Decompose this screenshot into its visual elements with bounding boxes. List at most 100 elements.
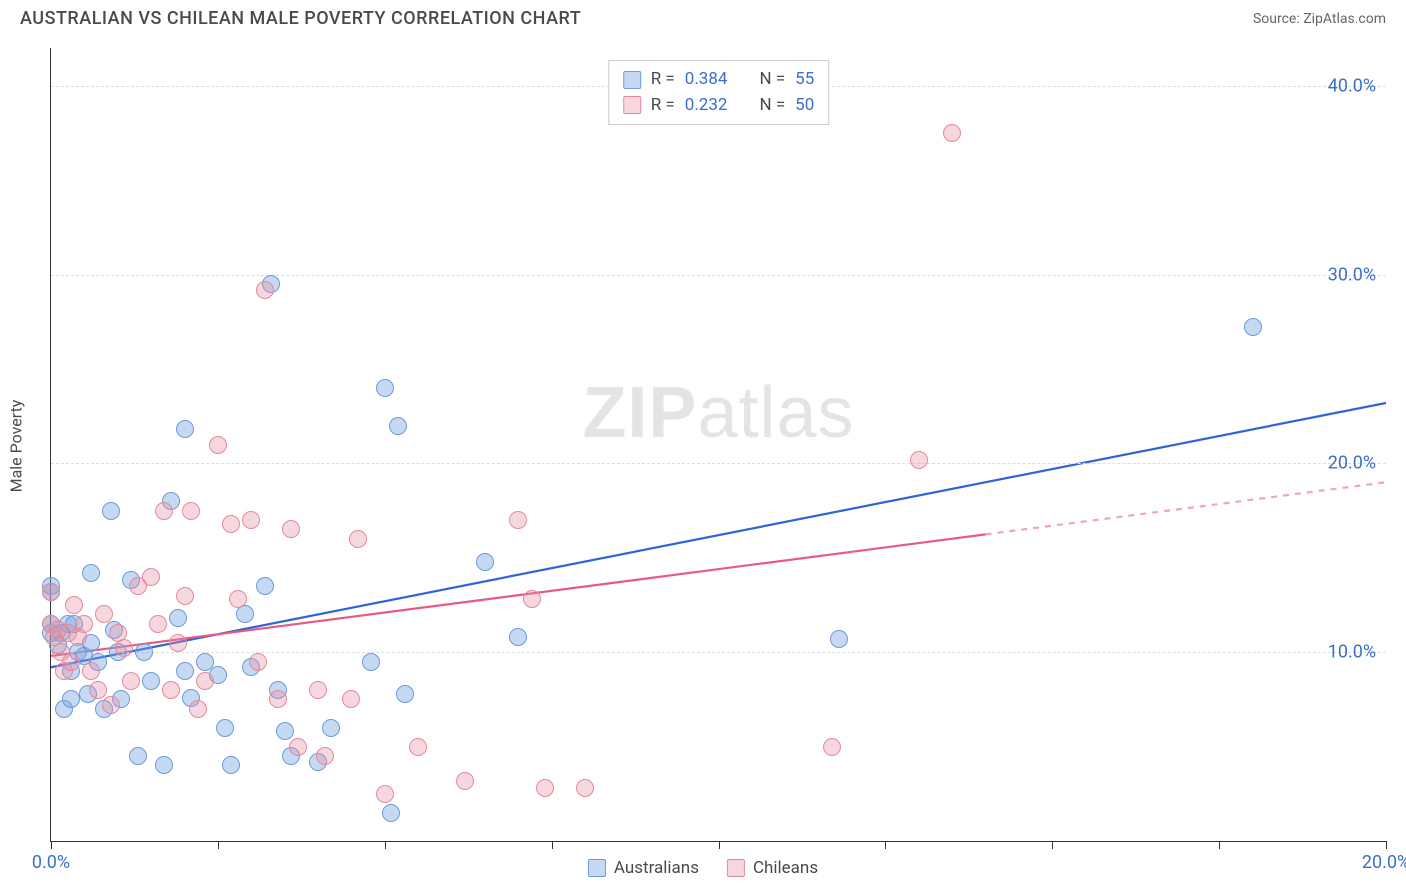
y-tick-label: 40.0% bbox=[1328, 75, 1376, 96]
data-point bbox=[389, 417, 407, 435]
stats-row: R = 0.384 N = 55 bbox=[623, 67, 815, 93]
data-point bbox=[182, 502, 200, 520]
n-value-australians: 55 bbox=[795, 67, 814, 93]
stats-row: R = 0.232 N = 50 bbox=[623, 93, 815, 119]
data-point bbox=[910, 451, 928, 469]
data-point bbox=[349, 530, 367, 548]
r-value-chileans: 0.232 bbox=[685, 93, 728, 119]
legend-swatch-chileans bbox=[727, 859, 745, 877]
source-prefix: Source: bbox=[1253, 11, 1303, 27]
data-point bbox=[102, 502, 120, 520]
legend-label: Chileans bbox=[753, 858, 818, 878]
x-tick-label: 20.0% bbox=[1362, 852, 1406, 873]
data-point bbox=[229, 590, 247, 608]
data-point bbox=[269, 690, 287, 708]
data-point bbox=[456, 772, 474, 790]
data-point bbox=[149, 615, 167, 633]
data-point bbox=[209, 436, 227, 454]
data-point bbox=[316, 747, 334, 765]
data-point bbox=[169, 609, 187, 627]
data-point bbox=[276, 722, 294, 740]
data-point bbox=[82, 662, 100, 680]
y-tick-label: 10.0% bbox=[1328, 642, 1376, 663]
legend-swatch-australians bbox=[623, 71, 641, 89]
x-tick bbox=[51, 841, 52, 849]
x-tick bbox=[719, 841, 720, 849]
data-point bbox=[176, 587, 194, 605]
data-point bbox=[509, 511, 527, 529]
data-point bbox=[322, 719, 340, 737]
data-point bbox=[576, 779, 594, 797]
data-point bbox=[289, 738, 307, 756]
stats-legend: R = 0.384 N = 55 R = 0.232 N = 50 bbox=[608, 60, 830, 125]
series-legend: Australians Chileans bbox=[588, 858, 818, 878]
data-point bbox=[155, 756, 173, 774]
legend-item-australians: Australians bbox=[588, 858, 699, 878]
data-point bbox=[189, 700, 207, 718]
r-prefix: R = bbox=[651, 93, 675, 119]
x-tick bbox=[1386, 841, 1387, 849]
data-point bbox=[89, 681, 107, 699]
regression-lines-layer bbox=[51, 48, 1386, 841]
data-point bbox=[115, 639, 133, 657]
data-point bbox=[409, 738, 427, 756]
data-point bbox=[242, 511, 260, 529]
data-point bbox=[176, 662, 194, 680]
data-point bbox=[62, 690, 80, 708]
x-tick bbox=[885, 841, 886, 849]
data-point bbox=[75, 615, 93, 633]
data-point bbox=[82, 564, 100, 582]
data-point bbox=[376, 379, 394, 397]
data-point bbox=[509, 628, 527, 646]
data-point bbox=[943, 124, 961, 142]
data-point bbox=[222, 756, 240, 774]
gridline bbox=[51, 652, 1386, 653]
data-point bbox=[65, 596, 83, 614]
x-tick bbox=[218, 841, 219, 849]
data-point bbox=[162, 681, 180, 699]
data-point bbox=[176, 420, 194, 438]
data-point bbox=[342, 690, 360, 708]
x-tick-label: 0.0% bbox=[32, 852, 70, 873]
legend-swatch-chileans bbox=[623, 96, 641, 114]
n-value-chileans: 50 bbox=[795, 93, 814, 119]
legend-label: Australians bbox=[614, 858, 699, 878]
data-point bbox=[129, 747, 147, 765]
data-point bbox=[62, 653, 80, 671]
source-label: Source: ZipAtlas.com bbox=[1253, 11, 1386, 27]
data-point bbox=[249, 653, 267, 671]
data-point bbox=[376, 785, 394, 803]
data-point bbox=[222, 515, 240, 533]
legend-item-chileans: Chileans bbox=[727, 858, 818, 878]
data-point bbox=[122, 672, 140, 690]
watermark: ZIPatlas bbox=[582, 372, 854, 454]
x-tick bbox=[552, 841, 553, 849]
data-point bbox=[142, 568, 160, 586]
y-tick-label: 30.0% bbox=[1328, 264, 1376, 285]
data-point bbox=[169, 634, 187, 652]
data-point bbox=[282, 520, 300, 538]
n-prefix: N = bbox=[759, 93, 785, 119]
data-point bbox=[382, 804, 400, 822]
data-point bbox=[155, 502, 173, 520]
data-point bbox=[362, 653, 380, 671]
data-point bbox=[135, 643, 153, 661]
data-point bbox=[523, 590, 541, 608]
data-point bbox=[396, 685, 414, 703]
data-point bbox=[42, 583, 60, 601]
x-tick bbox=[1052, 841, 1053, 849]
r-prefix: R = bbox=[651, 67, 675, 93]
data-point bbox=[95, 605, 113, 623]
legend-swatch-australians bbox=[588, 859, 606, 877]
data-point bbox=[830, 630, 848, 648]
chart-title: AUSTRALIAN VS CHILEAN MALE POVERTY CORRE… bbox=[20, 8, 581, 29]
data-point bbox=[476, 553, 494, 571]
chart-plot-area: ZIPatlas R = 0.384 N = 55 R = 0.232 N = … bbox=[50, 48, 1386, 842]
data-point bbox=[216, 719, 234, 737]
data-point bbox=[1244, 318, 1262, 336]
y-tick-label: 20.0% bbox=[1328, 453, 1376, 474]
data-point bbox=[309, 681, 327, 699]
gridline bbox=[51, 463, 1386, 464]
x-tick bbox=[385, 841, 386, 849]
data-point bbox=[102, 696, 120, 714]
